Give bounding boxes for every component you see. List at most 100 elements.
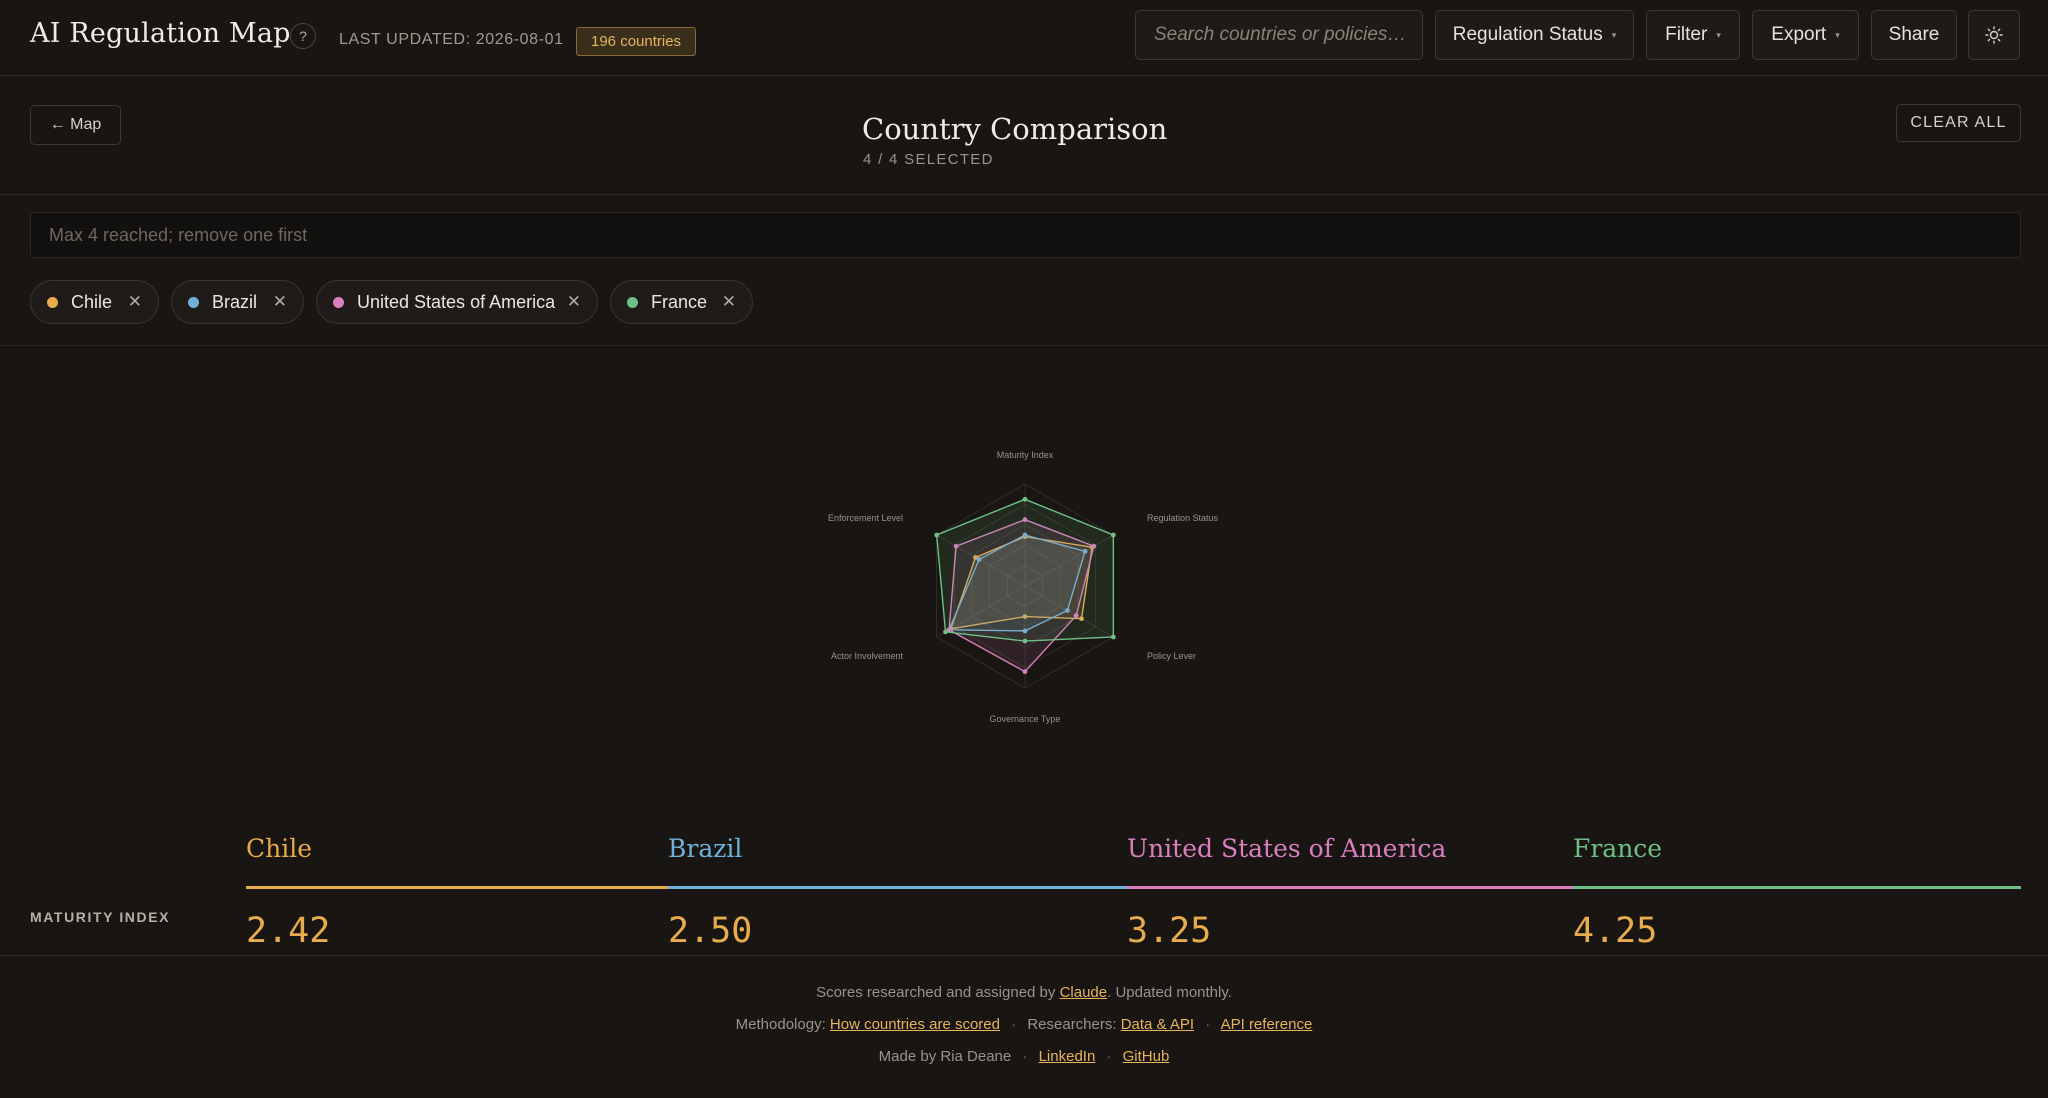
radar-point xyxy=(934,532,940,538)
column-divider-france xyxy=(1573,886,2021,889)
row-label-maturity-index: MATURITY INDEX xyxy=(30,909,171,925)
selected-countries: Chile ✕ Brazil ✕ United States of Americ… xyxy=(0,258,2048,346)
regulation-status-label: Regulation Status xyxy=(1452,24,1603,45)
chip-label: Chile xyxy=(71,291,113,312)
add-country-input[interactable] xyxy=(30,212,2021,258)
regulation-status-dropdown[interactable]: Regulation Status ▾ xyxy=(1435,10,1634,60)
color-dot xyxy=(47,296,58,308)
radar-point xyxy=(1065,608,1070,613)
radar-point xyxy=(1022,614,1028,619)
remove-france-icon[interactable]: ✕ xyxy=(721,292,736,311)
radar-axis-label: Maturity Index xyxy=(997,450,1054,460)
radar-axis-label: Policy Lever xyxy=(1147,651,1196,661)
radar-axis-label: Governance Type xyxy=(990,714,1061,724)
last-updated-label: LAST UPDATED: 2026-08-01 xyxy=(339,31,564,48)
made-by-text: Made by Ria Deane xyxy=(878,1048,1012,1065)
chip-label: France xyxy=(651,291,708,312)
radar-spoke xyxy=(1024,534,1114,587)
country-chip-brazil: Brazil ✕ xyxy=(171,280,304,324)
radar-axis-label: Actor Involvement xyxy=(831,651,904,661)
country-chip-chile: Chile ✕ xyxy=(30,280,159,324)
remove-usa-icon[interactable]: ✕ xyxy=(566,292,581,311)
footer-links: Methodology: How countries are scored · … xyxy=(0,1016,2048,1033)
separator: · xyxy=(1106,1048,1112,1065)
comparison-header: ← Map Country Comparison 4 / 4 SELECTED … xyxy=(0,76,2048,195)
github-link[interactable]: GitHub xyxy=(1122,1048,1170,1065)
clear-all-button[interactable]: CLEAR ALL xyxy=(1896,104,2021,142)
country-chip-usa: United States of America ✕ xyxy=(316,280,598,324)
radar-axis-label: Enforcement Level xyxy=(828,513,903,523)
separator: · xyxy=(1011,1016,1017,1033)
api-reference-link[interactable]: API reference xyxy=(1220,1016,1313,1033)
share-label: Share xyxy=(1888,24,1940,45)
chevron-down-icon: ▾ xyxy=(1835,29,1840,40)
chevron-down-icon: ▾ xyxy=(1716,29,1721,40)
radar-point xyxy=(1091,543,1097,549)
methodology-link[interactable]: How countries are scored xyxy=(829,1016,1000,1033)
country-chip-france: France ✕ xyxy=(610,280,753,324)
top-bar: AI Regulation Map ? LAST UPDATED: 2026-0… xyxy=(0,0,2048,76)
radar-point xyxy=(973,555,978,560)
search-input[interactable] xyxy=(1135,10,1423,60)
claude-link[interactable]: Claude xyxy=(1059,984,1108,1001)
value-usa: 3.25 xyxy=(1127,911,1212,951)
export-dropdown[interactable]: Export ▾ xyxy=(1752,10,1859,60)
footer-author: Made by Ria Deane · LinkedIn · GitHub xyxy=(0,1048,2048,1065)
radar-point xyxy=(1022,496,1028,502)
color-dot xyxy=(188,296,199,308)
column-header-france: France xyxy=(1573,834,1663,863)
credits-text: Scores researched and assigned by xyxy=(816,984,1060,1001)
radar-point xyxy=(1022,669,1028,675)
radar-point xyxy=(1110,634,1116,640)
remove-brazil-icon[interactable]: ✕ xyxy=(272,292,287,311)
filter-label: Filter xyxy=(1665,24,1708,45)
chevron-down-icon: ▾ xyxy=(1611,29,1617,40)
researchers-label: Researchers: xyxy=(1027,1016,1121,1033)
remove-chile-icon[interactable]: ✕ xyxy=(127,292,142,311)
radar-chart: Maturity Index Regulation Status Policy Le… xyxy=(828,450,1219,724)
color-dot xyxy=(627,296,638,308)
chip-label: United States of America xyxy=(357,291,556,312)
back-to-map-button[interactable]: ← Map xyxy=(30,105,121,145)
column-divider-brazil xyxy=(668,886,1127,889)
radar-point xyxy=(946,627,952,633)
value-brazil: 2.50 xyxy=(668,911,753,951)
separator: · xyxy=(1022,1048,1028,1065)
footer-credits: Scores researched and assigned by Claude… xyxy=(0,984,2048,1001)
radar-point xyxy=(943,629,948,635)
separator: · xyxy=(1205,1016,1211,1033)
radar-point xyxy=(953,543,959,549)
radar-series-3 xyxy=(935,498,1115,642)
value-france: 4.25 xyxy=(1573,911,1658,951)
linkedin-link[interactable]: LinkedIn xyxy=(1038,1048,1096,1065)
help-button[interactable]: ? xyxy=(290,23,316,49)
column-divider-chile xyxy=(246,886,668,889)
radar-point xyxy=(1082,548,1088,554)
selected-count: 4 / 4 SELECTED xyxy=(863,151,994,168)
data-api-link[interactable]: Data & API xyxy=(1120,1016,1195,1033)
radar-point xyxy=(1022,638,1028,644)
filter-dropdown[interactable]: Filter ▾ xyxy=(1646,10,1740,60)
column-header-usa: United States of America xyxy=(1127,834,1447,863)
radar-point xyxy=(1022,517,1028,523)
table-divider xyxy=(0,955,2048,956)
radar-point xyxy=(976,557,982,562)
color-dot xyxy=(333,296,344,308)
theme-toggle-button[interactable] xyxy=(1968,10,2020,60)
methodology-label: Methodology: xyxy=(735,1016,830,1033)
column-header-chile: Chile xyxy=(246,834,313,863)
radar-point xyxy=(1022,628,1028,634)
chip-label: Brazil xyxy=(212,291,258,312)
countries-count-badge: 196 countries xyxy=(576,27,697,56)
radar-point xyxy=(1079,616,1084,622)
radar-point xyxy=(1110,532,1116,538)
radar-point xyxy=(1073,613,1079,618)
credits-suffix: . Updated monthly. xyxy=(1107,984,1232,1001)
radar-axis-label: Regulation Status xyxy=(1147,513,1219,523)
sun-icon xyxy=(1985,26,2003,44)
share-button[interactable]: Share xyxy=(1871,10,1957,60)
app-title: AI Regulation Map xyxy=(30,18,291,49)
page-title: Country Comparison xyxy=(862,112,1168,146)
radar-point xyxy=(1022,532,1028,538)
export-label: Export xyxy=(1771,24,1827,45)
